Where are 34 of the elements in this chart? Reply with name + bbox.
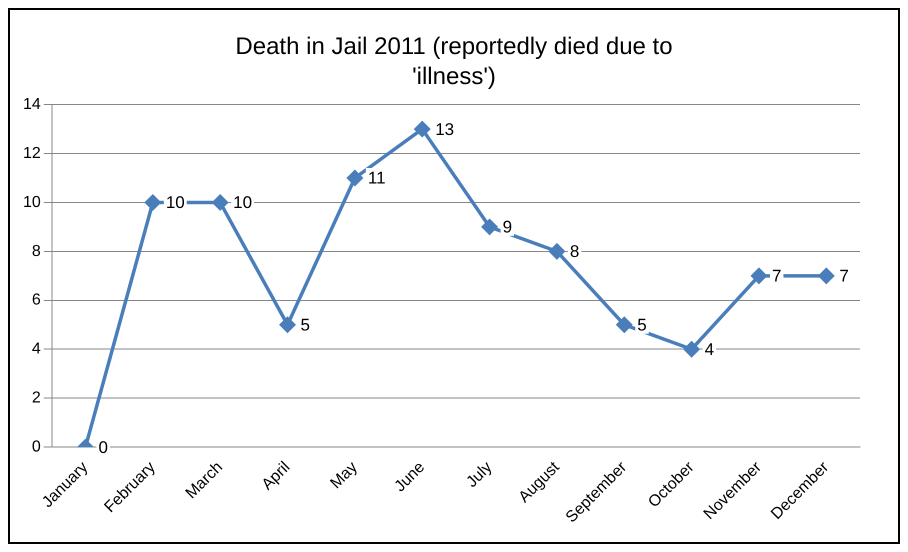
point <box>482 219 498 235</box>
point <box>549 244 565 260</box>
point <box>684 341 700 357</box>
x-tick-label: May <box>327 458 361 492</box>
data-label: 13 <box>435 120 454 139</box>
point <box>145 194 161 210</box>
y-tick-label: 14 <box>23 96 41 114</box>
y-tick-label: 0 <box>32 438 41 456</box>
point <box>414 121 430 137</box>
y-tick-label: 2 <box>32 390 41 407</box>
data-label: 5 <box>637 315 647 334</box>
x-tick-label: July <box>463 458 496 491</box>
data-label: 7 <box>839 266 849 286</box>
point <box>212 194 228 210</box>
data-label: 10 <box>166 193 185 212</box>
data-label: 10 <box>233 193 252 212</box>
y-tick-label: 4 <box>32 340 41 358</box>
point <box>818 268 834 284</box>
data-label: 8 <box>570 242 580 262</box>
data-label: 4 <box>704 340 714 359</box>
point <box>616 317 632 333</box>
y-tick-label: 12 <box>23 144 41 162</box>
data-label: 11 <box>368 168 386 188</box>
y-tick-label: 10 <box>23 194 41 211</box>
data-label: 5 <box>300 315 310 334</box>
y-tick-label: 8 <box>32 242 41 260</box>
point <box>280 317 296 333</box>
data-label: 9 <box>502 218 512 237</box>
chart-title: Death in Jail 2011 (reportedly died due to 'illness') <box>234 32 674 92</box>
point <box>751 268 767 284</box>
data-label: 7 <box>772 266 782 286</box>
data-label: 0 <box>98 438 108 457</box>
y-tick-label: 6 <box>32 292 41 309</box>
point <box>347 170 363 186</box>
